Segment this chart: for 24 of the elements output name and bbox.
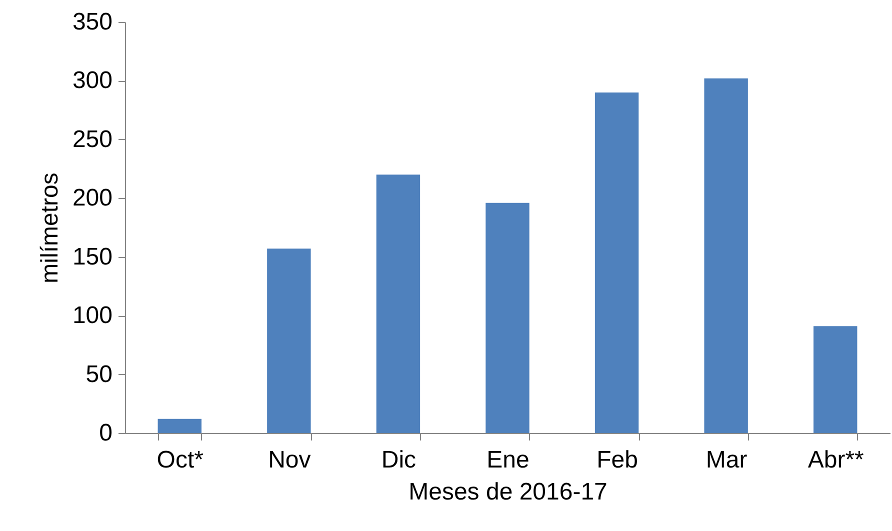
bar bbox=[158, 418, 202, 433]
bar bbox=[814, 326, 858, 433]
y-tick-label: 100 bbox=[72, 302, 112, 330]
y-tick-label: 0 bbox=[99, 420, 112, 446]
x-tick-label: Dic bbox=[381, 446, 416, 474]
x-tick-label: Feb bbox=[596, 446, 638, 474]
y-axis-title: milímetros bbox=[36, 172, 64, 284]
x-tick-label: Abr** bbox=[808, 446, 864, 474]
bar bbox=[267, 248, 311, 433]
x-tick-label: Nov bbox=[268, 446, 311, 474]
y-tick-label: 350 bbox=[72, 8, 112, 36]
x-axis-title: Meses de 2016-17 bbox=[408, 478, 608, 506]
bar bbox=[594, 92, 639, 433]
bar bbox=[376, 174, 420, 433]
x-tick-label: Ene bbox=[486, 446, 530, 474]
bar bbox=[486, 202, 530, 433]
x-tick-label: Mar bbox=[706, 446, 748, 474]
y-tick-label: 200 bbox=[72, 184, 112, 212]
y-tick-label: 50 bbox=[86, 360, 112, 388]
x-tick-label: Oct* bbox=[156, 446, 204, 474]
y-tick-label: 300 bbox=[72, 67, 112, 94]
y-tick-label: 150 bbox=[72, 243, 112, 270]
y-tick-label: 250 bbox=[72, 126, 112, 153]
bar bbox=[704, 78, 748, 433]
